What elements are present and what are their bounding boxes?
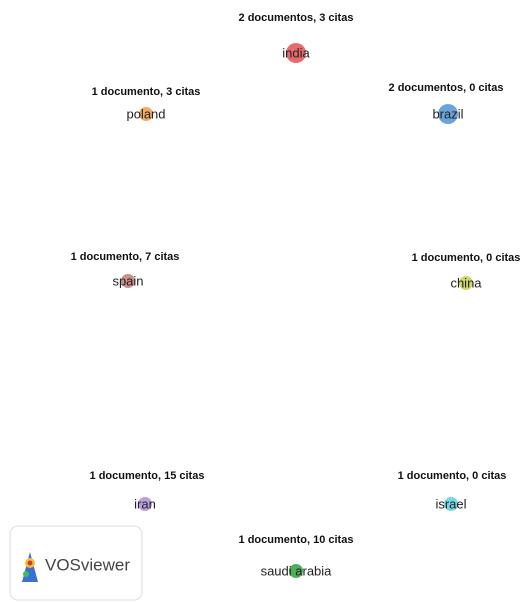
node-label: spain: [112, 273, 143, 288]
node-annotation: 2 documentos, 3 citas: [239, 12, 354, 24]
logo-box: [9, 525, 143, 601]
node-label: israel: [435, 496, 466, 511]
node: [438, 104, 458, 124]
logo-icon: [22, 552, 38, 582]
node-annotation: 1 documento, 7 citas: [71, 251, 180, 263]
node: [286, 43, 306, 63]
node-label: brazil: [432, 106, 463, 121]
node: [289, 564, 303, 578]
node-annotation: 1 documento, 10 citas: [239, 534, 354, 546]
node-label: china: [450, 275, 482, 290]
node: [444, 497, 458, 511]
node-label: iran: [134, 496, 156, 511]
node-label: poland: [126, 106, 165, 121]
node-annotation: 2 documentos, 0 citas: [389, 82, 504, 94]
node-annotation: 1 documento, 0 citas: [398, 470, 507, 482]
node-annotation: 1 documento, 0 citas: [412, 252, 521, 264]
node-label: saudi arabia: [261, 563, 333, 578]
node-annotation: 1 documento, 3 citas: [92, 86, 201, 98]
node: [459, 276, 473, 290]
logo-text: VOSviewer: [45, 555, 130, 574]
node: [121, 274, 135, 288]
node: [139, 107, 153, 121]
node-label: india: [282, 45, 310, 60]
node-annotation: 1 documento, 15 citas: [90, 470, 205, 482]
node: [138, 497, 152, 511]
